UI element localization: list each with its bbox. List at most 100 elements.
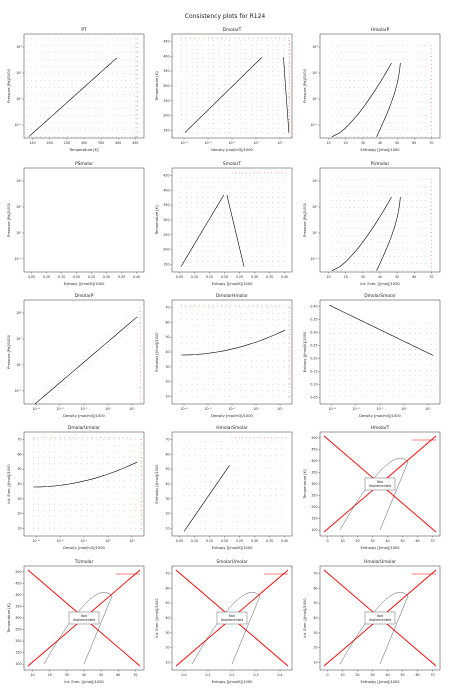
state-point — [65, 468, 66, 470]
failed-point — [198, 305, 200, 307]
failed-point — [135, 105, 137, 106]
x-tick-label: 250 — [64, 141, 70, 145]
state-point — [340, 136, 342, 137]
state-point — [345, 354, 346, 355]
state-point — [81, 462, 82, 464]
state-point — [80, 129, 82, 130]
failed-point — [261, 37, 263, 39]
state-point — [334, 354, 335, 355]
state-point — [398, 45, 400, 47]
state-point — [398, 333, 400, 335]
state-point — [411, 200, 413, 202]
state-point — [409, 333, 411, 335]
state-point — [64, 375, 65, 376]
state-point — [129, 108, 131, 110]
state-point — [202, 66, 204, 68]
state-point — [403, 214, 404, 216]
state-point — [288, 319, 290, 320]
state-point — [129, 445, 131, 446]
state-point — [229, 217, 230, 218]
failed-point — [137, 100, 138, 102]
state-point — [202, 241, 203, 243]
y-tick-label: 10 — [165, 395, 169, 399]
state-point — [272, 246, 274, 248]
state-point — [425, 343, 427, 345]
state-point — [229, 342, 230, 344]
state-point — [207, 49, 209, 50]
state-point — [275, 514, 277, 516]
state-point — [229, 384, 230, 385]
state-point — [340, 200, 342, 202]
state-point — [393, 349, 395, 350]
state-point — [196, 221, 198, 223]
state-point — [40, 73, 41, 75]
state-point — [54, 439, 56, 440]
state-point — [407, 270, 409, 271]
y-tick-label: 10⁻² — [14, 257, 22, 261]
state-point — [250, 342, 252, 344]
state-point — [229, 101, 230, 103]
x-tick-label: 20 — [344, 141, 348, 145]
state-point — [134, 101, 135, 103]
failed-point — [140, 348, 142, 350]
state-point — [354, 80, 355, 82]
state-point — [261, 372, 263, 374]
state-point — [415, 359, 416, 361]
state-point — [119, 480, 120, 482]
state-point — [186, 378, 187, 379]
state-point — [44, 87, 46, 89]
state-point — [385, 179, 386, 181]
state-point — [54, 451, 56, 452]
state-point — [358, 94, 359, 96]
state-point — [40, 101, 41, 103]
state-point — [207, 119, 209, 120]
state-point — [245, 325, 247, 326]
failed-points — [181, 305, 290, 397]
state-point — [229, 123, 230, 125]
state-point — [349, 256, 351, 257]
state-point — [261, 70, 263, 72]
state-point — [26, 80, 28, 82]
state-point — [224, 384, 225, 385]
state-point — [86, 522, 88, 523]
state-point — [272, 92, 273, 94]
state-point — [398, 375, 400, 376]
state-point — [234, 319, 236, 320]
state-point — [59, 504, 61, 506]
state-point — [70, 451, 72, 452]
state-point — [181, 88, 182, 89]
state-point — [213, 217, 214, 218]
state-point — [223, 192, 225, 193]
state-point — [340, 221, 342, 223]
state-point — [376, 193, 377, 195]
state-point — [98, 52, 100, 54]
state-point — [191, 53, 193, 54]
state-point — [94, 94, 95, 96]
state-point — [407, 129, 409, 130]
state-point — [272, 202, 274, 203]
state-point — [334, 359, 335, 361]
state-point — [81, 439, 82, 440]
state-point — [234, 366, 236, 368]
state-point — [389, 73, 391, 75]
x-tick-label: 10⁻³ — [204, 141, 212, 145]
state-point — [267, 106, 268, 107]
state-point — [361, 390, 362, 392]
state-point — [89, 353, 91, 355]
failed-point — [431, 86, 432, 88]
state-point — [116, 94, 118, 96]
state-point — [232, 454, 233, 456]
state-point — [197, 384, 198, 385]
state-point — [70, 504, 72, 506]
state-point — [39, 393, 40, 394]
state-point — [81, 457, 82, 458]
x-tick-label: 0.10 — [191, 539, 198, 543]
state-point — [411, 256, 413, 257]
state-point — [431, 343, 432, 345]
state-point — [197, 336, 198, 338]
state-point — [119, 504, 120, 506]
y-tick-label: 10⁰ — [312, 231, 318, 235]
state-point — [403, 108, 404, 110]
state-point — [261, 202, 263, 203]
